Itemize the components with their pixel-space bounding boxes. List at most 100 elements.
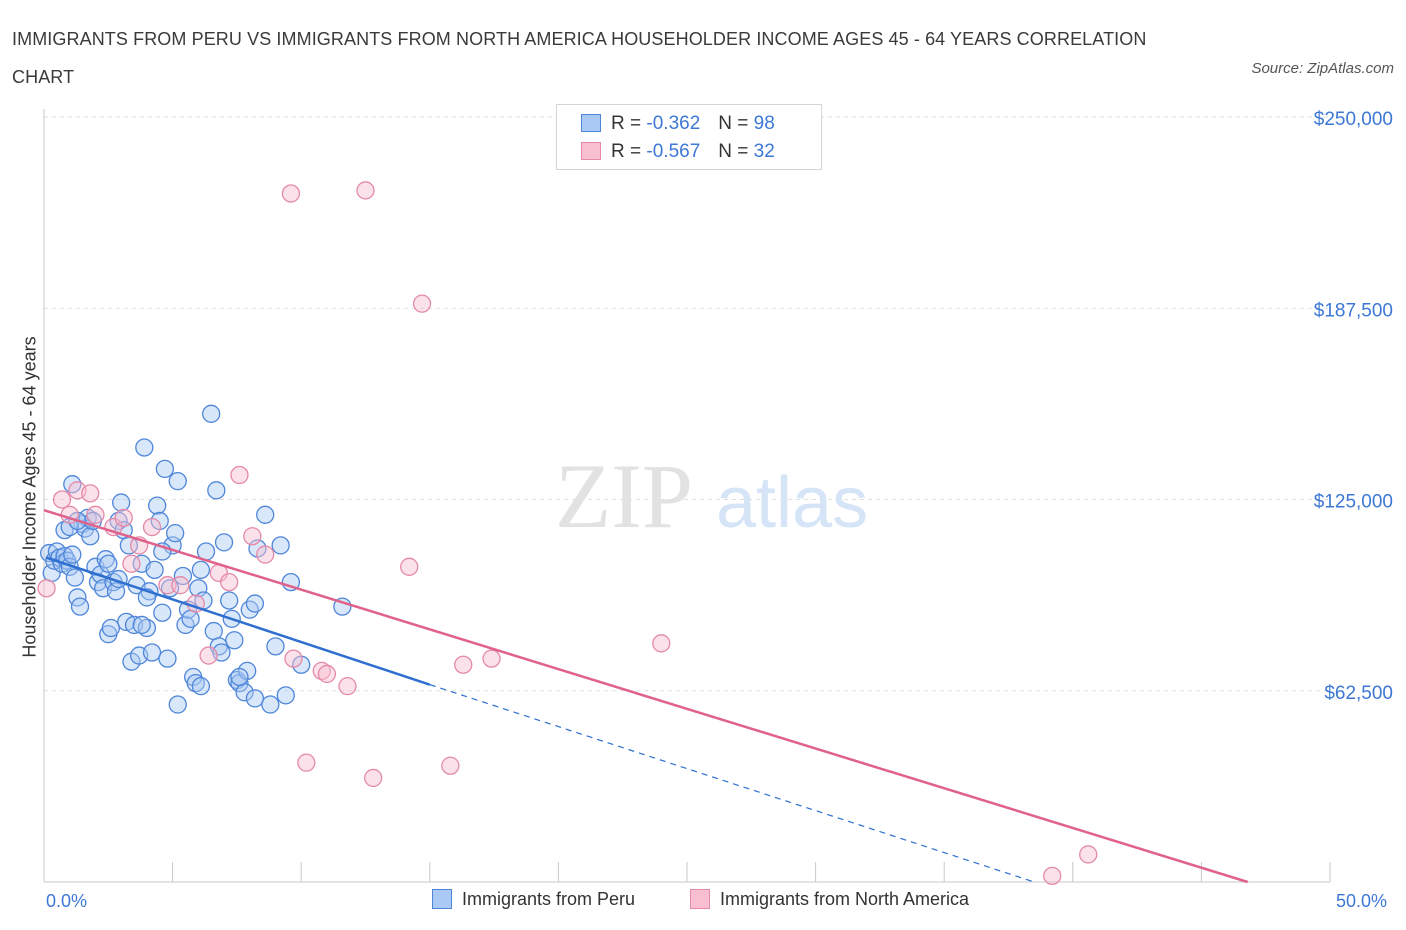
north-america-point-32 (1043, 866, 1062, 886)
peru-point-9 (63, 545, 82, 564)
peru-point-45 (142, 643, 162, 662)
bottom-legend-north-america: Immigrants from North America (690, 889, 969, 910)
north-america-point-18 (243, 527, 262, 546)
peru-point-51 (158, 649, 177, 668)
peru-point-94 (230, 667, 249, 687)
bottom-legend-label-north-america: Immigrants from North America (720, 889, 970, 909)
legend-r-value-north-america: -0.567 (646, 141, 701, 162)
peru-point-29 (101, 618, 121, 638)
x-tick-label-min: 0.0% (46, 891, 88, 911)
bottom-legend-swatch-peru (432, 889, 452, 909)
peru-point-90 (132, 615, 151, 635)
trend-lines (43, 509, 1249, 884)
north-america-point-26 (412, 294, 432, 313)
north-america-point-34 (356, 181, 375, 200)
north-america-point-5 (86, 505, 105, 524)
north-america-point-11 (158, 576, 177, 595)
north-america-point-22 (312, 661, 331, 681)
north-america-point-0 (37, 579, 56, 598)
peru-point-49 (153, 603, 172, 622)
axes (43, 109, 1331, 883)
series-peru-points (39, 404, 352, 714)
north-america-point-23 (338, 677, 357, 696)
peru-point-84 (266, 637, 285, 656)
y-tick-label-1: $125,000 (1314, 492, 1393, 513)
peru-point-72 (220, 591, 239, 610)
legend-row-peru: R = -0.362 N = 98 (581, 113, 775, 137)
north-america-point-7 (114, 508, 133, 528)
peru-point-92 (191, 677, 211, 696)
peru-point-50 (155, 459, 175, 479)
peru-point-33 (112, 493, 131, 512)
north-america-point-25 (400, 557, 419, 576)
y-tick-label-2: $187,500 (1314, 300, 1393, 321)
peru-point-71 (214, 533, 234, 552)
legend-n-value-north-america: 32 (753, 141, 775, 162)
trend-peru-extrapolated (429, 684, 1035, 883)
peru-point-89 (168, 471, 187, 491)
watermark-atlas: atlas (716, 463, 868, 543)
peru-point-66 (202, 404, 221, 423)
north-america-point-24 (364, 768, 383, 788)
north-america-point-27 (441, 756, 460, 775)
peru-point-16 (81, 527, 100, 546)
peru-point-61 (186, 673, 205, 693)
watermark-zip: ZIP (555, 445, 693, 547)
peru-point-95 (245, 689, 265, 708)
north-america-point-21 (297, 753, 316, 772)
peru-point-63 (191, 560, 211, 580)
peru-point-74 (225, 631, 244, 650)
peru-point-52 (160, 579, 180, 598)
chart-title: IMMIGRANTS FROM PERU VS IMMIGRANTS FROM … (12, 29, 1147, 87)
legend-r-value-peru: -0.362 (646, 113, 701, 134)
peru-point-83 (261, 695, 280, 714)
legend-n-label-north-america: N = (718, 141, 749, 162)
peru-point-80 (245, 594, 265, 613)
north-america-point-30 (652, 634, 671, 653)
legend-r-label-north-america: R = (611, 141, 642, 162)
legend-row-north-america: R = -0.567 N = 32 (581, 141, 775, 165)
peru-point-68 (207, 481, 226, 500)
peru-point-47 (148, 496, 167, 515)
peru-point-46 (145, 560, 164, 580)
y-tick-label-0: $62,500 (1324, 683, 1393, 704)
peru-point-10 (65, 568, 85, 587)
north-america-point-12 (171, 576, 190, 595)
north-america-point-8 (122, 554, 141, 573)
north-america-point-28 (454, 655, 473, 674)
north-america-point-1 (52, 490, 72, 509)
north-america-point-35 (317, 664, 337, 684)
north-america-point-31 (1079, 845, 1098, 864)
peru-point-86 (276, 686, 295, 705)
peru-point-43 (137, 618, 157, 638)
peru-point-82 (256, 505, 275, 524)
legend-r-label-peru: R = (611, 113, 642, 134)
bottom-legend-label-peru: Immigrants from Peru (462, 889, 636, 909)
watermark: ZIP atlas (555, 445, 868, 547)
north-america-point-14 (199, 646, 218, 665)
y-tick-labels: $62,500 $125,000 $187,500 $250,000 (1314, 109, 1393, 704)
north-america-point-4 (81, 484, 100, 503)
north-america-point-10 (142, 517, 162, 537)
peru-point-42 (135, 438, 154, 457)
peru-point-59 (181, 609, 200, 628)
bottom-legend-peru: Immigrants from Peru (432, 889, 635, 910)
trend-peru (46, 556, 431, 686)
north-america-point-33 (281, 184, 301, 203)
series-north-america-points (37, 181, 1098, 886)
north-america-point-17 (230, 465, 249, 485)
stats-legend: R = -0.362 N = 98 R = -0.567 N = 32 (556, 104, 822, 170)
bottom-legend-swatch-north-america (690, 889, 710, 909)
peru-point-55 (168, 695, 187, 714)
trend-north-america (43, 509, 1249, 884)
peru-point-12 (70, 597, 90, 616)
peru-point-85 (271, 536, 290, 555)
north-america-point-19 (256, 545, 275, 564)
x-tick-label-max: 50.0% (1336, 891, 1388, 911)
chart-source: Source: ZipAtlas.com (1251, 60, 1394, 77)
legend-swatch-peru (581, 114, 601, 132)
y-axis-label: Householder Income Ages 45 - 64 years (19, 336, 40, 658)
y-tick-label-3: $250,000 (1314, 109, 1393, 130)
peru-point-23 (99, 554, 118, 573)
